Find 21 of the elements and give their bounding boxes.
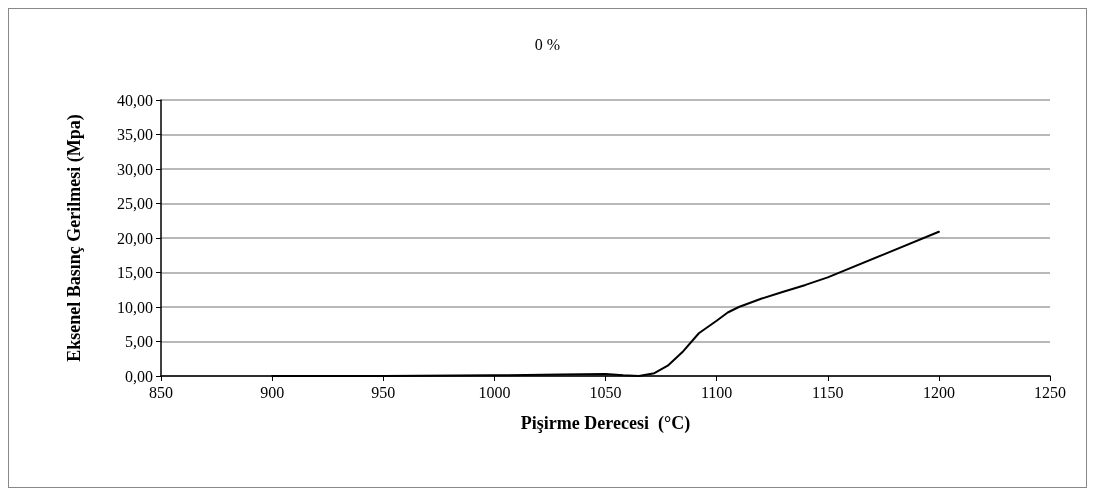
x-tick-label: 1100 xyxy=(700,383,733,401)
x-tick-label: 1000 xyxy=(478,383,511,401)
x-tick-label: 900 xyxy=(260,383,285,401)
x-tick-label: 950 xyxy=(371,383,396,401)
y-tick-label: 40,00 xyxy=(117,91,153,109)
y-tick-label: 20,00 xyxy=(117,229,153,247)
x-tick-label: 1150 xyxy=(812,383,844,401)
y-tick-label: 0,00 xyxy=(125,367,153,385)
chart-title: 0 % xyxy=(534,35,561,53)
y-tick-label: 25,00 xyxy=(117,195,153,212)
x-tick-label: 850 xyxy=(149,383,173,401)
x-tick-label: 1050 xyxy=(589,383,622,401)
y-axis-title: Eksenel Basınç Gerilmesi (Mpa) xyxy=(64,114,85,362)
x-axis-title: Pişirme Derecesi (°C) xyxy=(520,413,691,434)
y-tick-label: 5,00 xyxy=(125,333,153,350)
y-tick-label: 30,00 xyxy=(117,160,153,178)
y-tick-label: 35,00 xyxy=(117,126,153,143)
y-tick-label: 15,00 xyxy=(117,264,153,281)
x-tick-label: 1250 xyxy=(1034,383,1066,401)
y-tick-label: 10,00 xyxy=(117,298,153,316)
x-tick-label: 1200 xyxy=(922,383,955,401)
